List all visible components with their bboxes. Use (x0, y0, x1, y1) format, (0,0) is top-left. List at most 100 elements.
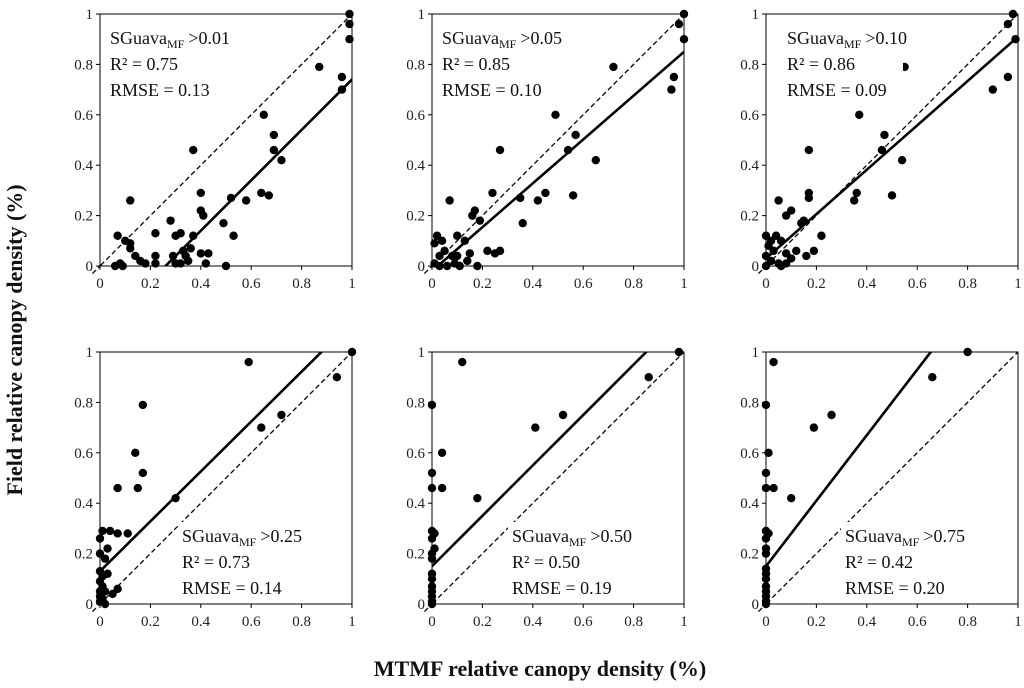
regression-line (766, 352, 933, 569)
x-tick-label: 0.6 (908, 614, 927, 630)
data-point (781, 211, 791, 220)
data-point (963, 347, 972, 357)
plot-frame (99, 351, 353, 605)
data-point (558, 410, 568, 420)
annotation-r2: R² = 0.50 (512, 552, 580, 572)
data-point (761, 261, 771, 271)
x-tick-label: 0 (762, 276, 770, 292)
annotation-box (508, 522, 628, 600)
y-tick-label: 0.6 (74, 108, 93, 124)
annotation-name: SGuava (512, 526, 569, 546)
data-point (516, 193, 525, 203)
annotation-name: SGuava (182, 526, 239, 546)
y-tick-label: 0.6 (740, 446, 759, 462)
data-point (269, 130, 279, 140)
data-point (259, 110, 268, 120)
data-point (257, 423, 266, 432)
data-point (345, 19, 354, 29)
one-to-one-line (766, 14, 1018, 266)
x-tick-label: 0 (96, 614, 104, 630)
y-tick-label: 0.2 (740, 209, 759, 225)
annotation-subscript: MF (499, 37, 517, 51)
y-tick-label: 0.8 (74, 57, 93, 73)
x-tick-label: 1 (680, 614, 688, 630)
plot-frame (765, 351, 1019, 605)
annotation-box (783, 24, 903, 102)
data-point (827, 410, 836, 420)
y-tick-label: 0.8 (740, 395, 759, 411)
plot-frame (431, 13, 685, 267)
data-point (495, 246, 505, 256)
y-tick-label: 0 (418, 259, 426, 275)
annotation-subscript: MF (569, 535, 587, 549)
x-tick-label: 0 (428, 276, 436, 292)
annotation-r2: R² = 0.42 (845, 552, 913, 572)
data-point (257, 188, 266, 198)
data-point (802, 251, 811, 261)
data-point (518, 218, 527, 228)
data-point (679, 9, 689, 19)
data-point (427, 483, 437, 493)
y-tick-label: 0.2 (406, 209, 425, 225)
data-point (809, 423, 819, 432)
data-point (887, 191, 897, 200)
data-point (100, 599, 110, 609)
data-point (113, 231, 122, 240)
y-tick-label: 1 (86, 7, 94, 23)
annotation-title: SGuavaMF >0.50 (512, 526, 632, 549)
data-point (199, 211, 208, 220)
x-tick-label: 0.2 (141, 276, 160, 292)
data-point (103, 544, 112, 553)
data-point (667, 85, 676, 94)
annotation-subscript: MF (167, 37, 185, 51)
data-point (427, 574, 437, 583)
plot-frame (765, 13, 1019, 267)
annotation-threshold: >0.05 (520, 28, 562, 48)
data-point (103, 569, 112, 578)
x-tick-label: 0.8 (292, 614, 311, 630)
annotation-rmse: RMSE = 0.09 (787, 80, 887, 100)
annotation-rmse: RMSE = 0.10 (442, 80, 542, 100)
annotation-subscript: MF (844, 37, 862, 51)
x-tick-label: 1 (1014, 276, 1022, 292)
data-point (453, 251, 462, 261)
x-tick-label: 1 (680, 276, 688, 292)
data-point (533, 196, 543, 205)
y-tick-label: 0 (86, 259, 94, 275)
data-point (495, 145, 505, 155)
one-to-one-line (100, 352, 352, 604)
data-point (460, 236, 469, 245)
panel-3: 0 0.2 0.4 0.6 0.8 1 0 0.2 0.4 0.6 0.8 1 SGuavaMF >0.1… (740, 7, 1022, 292)
x-tick-label: 0.4 (191, 614, 210, 630)
y-tick-label: 0 (86, 597, 94, 613)
data-point (345, 35, 354, 44)
data-point (804, 145, 814, 155)
x-tick-label: 0 (762, 614, 770, 630)
annotation-box (178, 522, 298, 600)
data-point (427, 400, 437, 410)
data-point (133, 483, 142, 493)
annotation-name: SGuava (110, 28, 167, 48)
data-point (787, 493, 796, 503)
annotation-title: SGuavaMF >0.25 (182, 526, 302, 549)
y-tick-label: 0 (752, 597, 760, 613)
data-point (877, 145, 887, 155)
annotation-name: SGuava (787, 28, 844, 48)
x-tick-label: 0.4 (857, 276, 876, 292)
x-tick-label: 0 (428, 614, 436, 630)
annotation-threshold: >0.01 (188, 28, 230, 48)
y-tick-label: 0.6 (406, 108, 425, 124)
x-tick-label: 0.8 (958, 614, 977, 630)
data-point (176, 259, 185, 268)
data-point (332, 373, 342, 382)
annotation-rmse: RMSE = 0.19 (512, 578, 612, 598)
data-point (105, 526, 115, 536)
annotation-threshold: >0.25 (260, 526, 302, 546)
y-tick-label: 0.4 (74, 158, 93, 174)
data-point (337, 85, 347, 94)
y-tick-label: 0.6 (74, 446, 93, 462)
data-point (776, 261, 786, 271)
annotation-r2: R² = 0.86 (787, 54, 855, 74)
x-tick-label: 1 (348, 276, 356, 292)
